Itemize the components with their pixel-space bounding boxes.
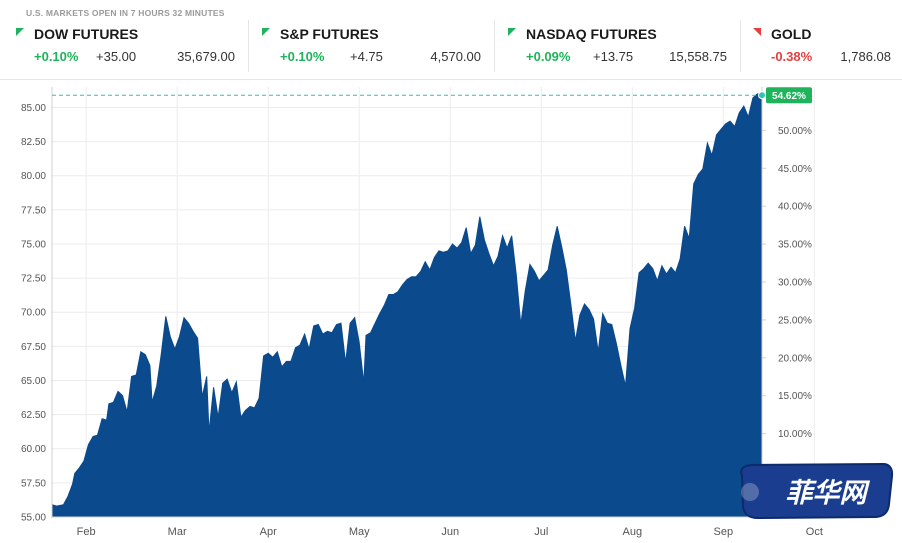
ticker-price: 35,679.00 — [177, 49, 235, 64]
y-axis-tick-label: 75.00 — [21, 239, 46, 250]
y2-axis-tick-label: 20.00% — [778, 353, 812, 364]
ticker-percent-change: +0.10% — [280, 49, 325, 64]
y2-axis-tick-label: 40.00% — [778, 202, 812, 213]
watermark-bubble-icon — [741, 483, 759, 501]
y2-axis-tick-label: 30.00% — [778, 278, 812, 289]
current-value-badge — [766, 87, 812, 104]
up-triangle-icon — [16, 28, 24, 36]
x-axis-tick-label: Feb — [77, 526, 96, 538]
ticker-divider — [740, 20, 741, 72]
ticker-divider — [248, 20, 249, 72]
y2-axis-tick-label: 10.00% — [778, 429, 812, 440]
y-axis-tick-label: 77.50 — [21, 205, 46, 216]
ticker-point-change: +13.75 — [593, 49, 634, 64]
y-axis-tick-label: 55.00 — [21, 513, 46, 524]
ticker-price: 15,558.75 — [669, 49, 727, 64]
x-axis-tick-label: Jul — [534, 526, 548, 538]
current-value-marker — [758, 91, 766, 100]
y2-axis-tick-label: 35.00% — [778, 240, 812, 251]
y-axis-tick-label: 60.00 — [21, 444, 46, 455]
y2-axis-tick-label: 45.00% — [778, 164, 812, 175]
ticker-gold[interactable]: GOLD -0.38% 1,786.08 — [753, 18, 891, 78]
up-triangle-icon — [508, 28, 516, 36]
ticker-nasdaq-futures[interactable]: NASDAQ FUTURES +0.09% +13.75 15,558.75 — [508, 18, 731, 78]
y-axis-tick-label: 67.50 — [21, 342, 46, 353]
x-axis-tick-label: Jun — [441, 526, 459, 538]
ticker-name: NASDAQ FUTURES — [526, 26, 657, 42]
y-axis-tick-label: 80.00 — [21, 171, 46, 182]
x-axis-tick-label: Mar — [168, 526, 187, 538]
price-area-series — [51, 93, 763, 518]
watermark-badge — [740, 462, 894, 520]
price-area-chart: 85.00 82.50 80.00 77.50 75.00 72.50 70.00 67.50… — [21, 87, 902, 538]
y2-axis-tick-label: 25.00% — [778, 315, 812, 326]
market-status-text: U.S. MARKETS OPEN IN 7 HOURS 32 MINUTES — [26, 8, 225, 18]
watermark-logo: 菲华网 — [740, 462, 894, 520]
y-axis-tick-label: 85.00 — [21, 103, 46, 114]
down-triangle-icon — [753, 28, 761, 36]
current-value-badge-label: 54.62% — [772, 91, 806, 102]
ticker-percent-change: -0.38% — [771, 49, 813, 64]
y-axis-tick-label: 72.50 — [21, 274, 46, 285]
y-axis-tick-label: 70.00 — [21, 308, 46, 319]
ticker-point-change: +4.75 — [350, 49, 383, 64]
y-axis-tick-label: 62.50 — [21, 410, 46, 421]
x-axis-tick-label: Sep — [714, 526, 734, 538]
y-axis-tick-label: 65.00 — [21, 376, 46, 387]
x-axis-tick-label: Apr — [260, 526, 277, 538]
y-axis-tick-label: 82.50 — [21, 137, 46, 148]
market-ticker-header: U.S. MARKETS OPEN IN 7 HOURS 32 MINUTES … — [0, 0, 902, 80]
header-divider — [0, 79, 902, 80]
ticker-percent-change: +0.10% — [34, 49, 79, 64]
ticker-name: S&P FUTURES — [280, 26, 379, 42]
x-axis-tick-label: May — [349, 526, 370, 538]
ticker-name: DOW FUTURES — [34, 26, 139, 42]
chart-area-layer — [51, 93, 763, 518]
chart-axes: 85.00 82.50 80.00 77.50 75.00 72.50 70.00 67.50… — [21, 87, 902, 538]
y-axis-tick-label: 57.50 — [21, 478, 46, 489]
ticker-name: GOLD — [771, 26, 812, 42]
y2-axis-tick-label: 50.00% — [778, 126, 812, 137]
ticker-percent-change: +0.09% — [526, 49, 571, 64]
x-axis-tick-label: Oct — [806, 526, 823, 538]
y2-axis-tick-label: 15.00% — [778, 391, 812, 402]
ticker-price: 1,786.08 — [840, 49, 891, 64]
ticker-dow-futures[interactable]: DOW FUTURES +0.10% +35.00 35,679.00 — [16, 18, 239, 78]
chart-overlay: 54.62% — [52, 87, 812, 104]
ticker-point-change: +35.00 — [96, 49, 137, 64]
ticker-sp-futures[interactable]: S&P FUTURES +0.10% +4.75 4,570.00 — [262, 18, 485, 78]
ticker-price: 4,570.00 — [430, 49, 481, 64]
x-axis-tick-label: Aug — [622, 526, 642, 538]
watermark-text: 菲华网 — [786, 478, 871, 509]
ticker-divider — [494, 20, 495, 72]
up-triangle-icon — [262, 28, 270, 36]
